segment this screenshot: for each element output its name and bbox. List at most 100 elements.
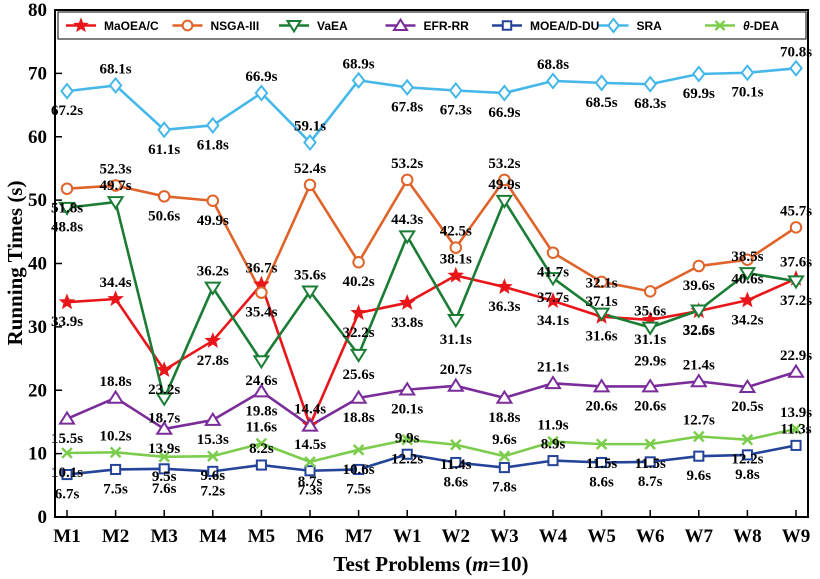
point-sra	[157, 121, 172, 139]
data-label-moea-d-du: 8.9s	[541, 437, 566, 453]
point-moea-d-du	[450, 456, 462, 469]
point-nsga-iii	[400, 173, 414, 187]
point-nsga-iii	[595, 275, 608, 289]
data-labels: 33.9s 34.4s 23.2s 27.8s 36.7s 14.5s 32.2s 33.8s…	[51, 44, 812, 502]
data-label-dea: 11.9s	[537, 418, 568, 434]
data-label-efr-rr: 14.4s	[294, 402, 326, 418]
data-label-maoea-c: 34.1s	[537, 313, 569, 329]
data-label-dea: 10.6s	[343, 462, 375, 478]
point-efr-rr	[155, 420, 174, 435]
point-sra	[740, 64, 755, 82]
data-label-sra: 68.9s	[343, 56, 375, 72]
point-moea-d-du	[498, 462, 510, 474]
point-efr-rr	[787, 363, 805, 378]
data-label-vaea: 48.8s	[51, 220, 83, 236]
data-label-dea: 11.4s	[440, 457, 471, 473]
data-label-efr-rr: 19.8s	[245, 404, 277, 420]
data-label-efr-rr: 15.5s	[51, 431, 83, 447]
y-tick-label: 30	[28, 317, 47, 338]
point-efr-rr	[106, 389, 125, 404]
data-label-maoea-c: 32.2s	[343, 325, 375, 341]
data-label-vaea: 35.6s	[294, 267, 326, 283]
point-sra	[60, 82, 74, 100]
data-label-sra: 66.9s	[488, 105, 520, 121]
x-tick-label: W9	[782, 526, 811, 547]
point-efr-rr	[544, 375, 562, 390]
data-label-vaea: 38.5s	[731, 249, 763, 265]
data-label-maoea-c: 31.1s	[634, 332, 666, 348]
point-sra	[205, 116, 220, 134]
data-label-moea-d-du: 6.7s	[55, 487, 80, 503]
point-sra	[546, 72, 560, 90]
data-label-vaea: 31.1s	[440, 332, 472, 348]
data-label-nsga-iii: 40.6s	[731, 272, 763, 288]
point-dea	[61, 447, 73, 459]
data-label-moea-d-du: 7.8s	[492, 480, 517, 496]
data-label-maoea-c: 33.9s	[51, 314, 83, 330]
point-sra	[643, 75, 658, 93]
point-moea-d-du	[596, 456, 608, 469]
point-efr-rr	[738, 378, 757, 393]
data-label-vaea: 32.6s	[683, 322, 715, 338]
data-label-dea: 13.9s	[780, 405, 812, 421]
data-label-vaea: 25.6s	[343, 367, 375, 383]
series-line-dea	[66, 427, 797, 464]
data-label-maoea-c: 38.1s	[440, 252, 472, 268]
data-label-maoea-c: 34.2s	[731, 312, 763, 328]
data-label-moea-d-du: 8.7s	[638, 474, 663, 490]
data-label-dea: 11.5s	[586, 456, 617, 472]
data-label-efr-rr: 18.8s	[488, 410, 520, 426]
data-label-sra: 59.1s	[294, 118, 326, 134]
data-label-dea: 9.6s	[201, 468, 226, 484]
point-efr-rr	[495, 389, 514, 404]
point-efr-rr	[446, 377, 465, 392]
data-label-sra: 70.1s	[731, 85, 763, 101]
point-efr-rr	[301, 417, 319, 432]
data-label-maoea-c: 32.5s	[683, 323, 715, 339]
point-sra	[789, 59, 803, 77]
data-label-maoea-c: 31.6s	[586, 329, 618, 345]
data-label-vaea: 18.7s	[148, 410, 180, 426]
data-label-efr-rr: 21.1s	[537, 359, 569, 375]
x-tick-label: W7	[685, 526, 714, 547]
y-tick-label: 40	[28, 254, 47, 275]
data-label-nsga-iii: 51.8s	[51, 201, 83, 217]
data-label-sra: 67.3s	[440, 102, 472, 118]
x-tick-label: M6	[296, 526, 323, 547]
data-label-moea-d-du: 9.8s	[735, 467, 760, 483]
point-sra	[108, 76, 123, 95]
legend-marker-moea-d-du	[501, 20, 513, 31]
data-label-vaea: 36.2s	[197, 264, 229, 280]
data-label-nsga-iii: 45.7s	[780, 203, 812, 219]
data-label-dea: 8.7s	[298, 474, 323, 490]
point-vaea	[787, 275, 805, 290]
point-vaea	[301, 285, 319, 300]
data-label-efr-rr: 22.9s	[780, 348, 812, 364]
data-label-vaea: 32.1s	[586, 276, 618, 292]
point-maoea-c	[58, 293, 76, 310]
point-sra	[303, 133, 317, 152]
point-nsga-iii	[109, 179, 122, 192]
point-maoea-c	[544, 292, 562, 308]
point-sra	[497, 84, 512, 102]
data-label-nsga-iii: 37.1s	[586, 294, 618, 310]
x-tick-label: W2	[442, 526, 471, 547]
data-label-sra: 61.8s	[197, 137, 229, 153]
x-tick-label: M7	[345, 526, 373, 547]
data-label-sra: 68.5s	[586, 95, 618, 111]
point-dea	[498, 450, 511, 462]
data-label-efr-rr: 20.6s	[634, 398, 666, 414]
point-dea	[741, 433, 754, 446]
series-line-efr-rr	[66, 370, 797, 431]
legend-label-maoea-c: MaOEA/C	[104, 19, 159, 33]
y-tick-label: 70	[28, 63, 47, 84]
point-dea	[644, 438, 656, 450]
y-tick-label: 0	[38, 507, 48, 528]
point-moea-d-du	[401, 448, 413, 460]
legend-label-sra: SRA	[637, 19, 663, 33]
point-moea-d-du	[741, 449, 753, 461]
point-vaea	[592, 307, 611, 322]
point-moea-d-du	[304, 465, 316, 477]
data-label-nsga-iii: 35.6s	[634, 303, 666, 319]
